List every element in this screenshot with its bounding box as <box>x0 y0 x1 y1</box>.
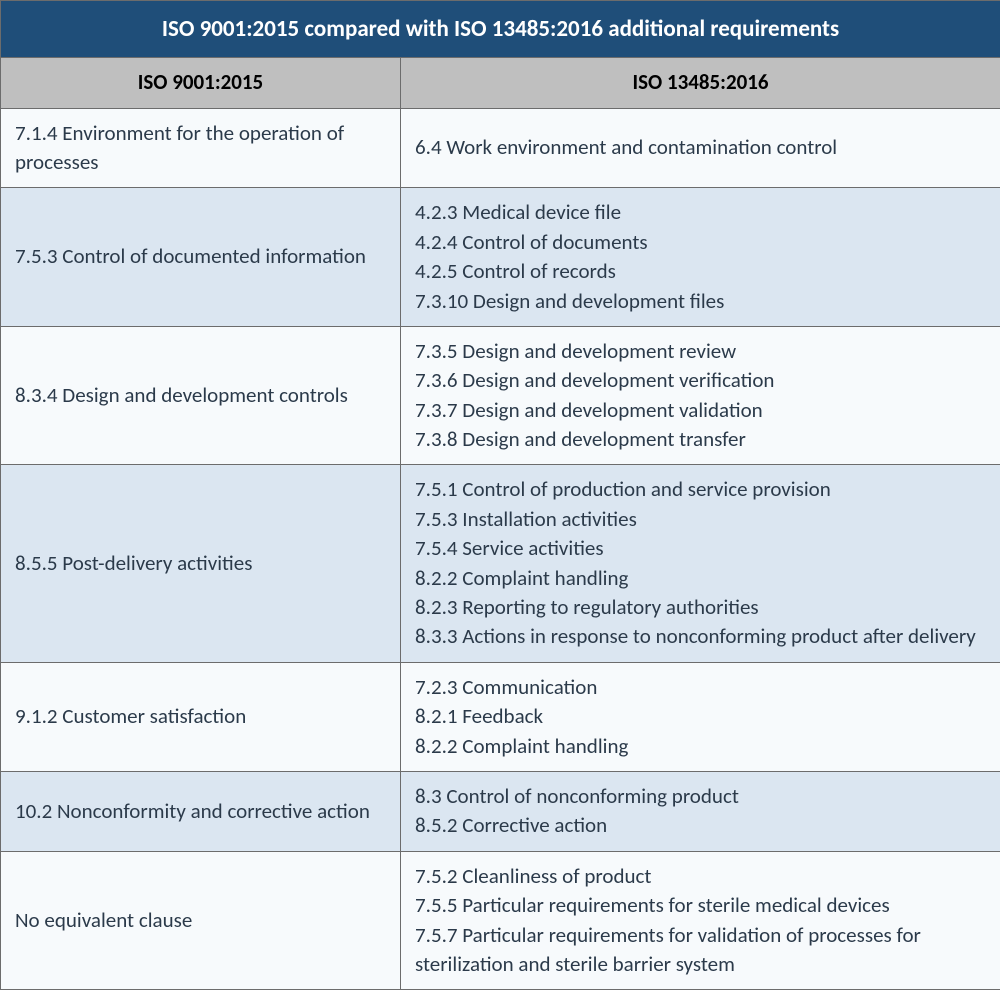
table-row: 10.2 Nonconformity and corrective action… <box>1 772 1000 852</box>
requirement-line: 7.3.5 Design and development review <box>415 337 986 366</box>
requirement-line: 4.2.5 Control of records <box>415 257 986 286</box>
requirement-line: 7.5.1 Control of production and service … <box>415 475 986 504</box>
cell-iso9001: 8.5.5 Post-delivery activities <box>1 465 401 662</box>
cell-iso13485: 4.2.3 Medical device file4.2.4 Control o… <box>401 188 1000 327</box>
cell-iso9001: 8.3.4 Design and development controls <box>1 326 401 465</box>
table-title-row: ISO 9001:2015 compared with ISO 13485:20… <box>1 1 1000 58</box>
cell-iso13485: 7.3.5 Design and development review7.3.6… <box>401 326 1000 465</box>
requirement-line: 8.5.2 Corrective action <box>415 811 986 840</box>
requirement-line: 7.5.3 Installation activities <box>415 505 986 534</box>
table-title: ISO 9001:2015 compared with ISO 13485:20… <box>1 1 1000 58</box>
table-row: 8.3.4 Design and development controls7.3… <box>1 326 1000 465</box>
requirement-line: 7.5.7 Particular requirements for valida… <box>415 921 986 980</box>
requirement-line: 7.5.5 Particular requirements for steril… <box>415 891 986 920</box>
requirement-line: 8.2.2 Complaint handling <box>415 564 986 593</box>
requirement-line: 8.3 Control of nonconforming product <box>415 782 986 811</box>
cell-iso13485: 7.5.2 Cleanliness of product7.5.5 Partic… <box>401 851 1000 990</box>
requirement-line: 4.2.3 Medical device file <box>415 198 986 227</box>
cell-iso9001: No equivalent clause <box>1 851 401 990</box>
table-row: 8.5.5 Post-delivery activities 7.5.1 Cont… <box>1 465 1000 662</box>
table-body: 7.1.4 Environment for the operation of p… <box>1 108 1000 990</box>
cell-iso9001: 7.1.4 Environment for the operation of p… <box>1 108 401 188</box>
table-row: No equivalent clause7.5.2 Cleanliness of… <box>1 851 1000 990</box>
cell-iso13485: 7.5.1 Control of production and service … <box>401 465 1000 662</box>
requirement-line: 8.3.3 Actions in response to nonconformi… <box>415 622 986 651</box>
cell-iso13485: 7.2.3 Communication8.2.1 Feedback8.2.2 C… <box>401 662 1000 771</box>
requirement-line: 7.5.4 Service activities <box>415 534 986 563</box>
cell-iso13485: 8.3 Control of nonconforming product8.5.… <box>401 772 1000 852</box>
requirement-line: 6.4 Work environment and contamination c… <box>415 133 986 162</box>
requirement-line: 7.3.8 Design and development transfer <box>415 425 986 454</box>
cell-iso13485: 6.4 Work environment and contamination c… <box>401 108 1000 188</box>
requirement-line: 7.3.10 Design and development files <box>415 287 986 316</box>
column-header-left: ISO 9001:2015 <box>1 58 401 108</box>
cell-iso9001: 9.1.2 Customer satisfaction <box>1 662 401 771</box>
table-row: 9.1.2 Customer satisfaction7.2.3 Communi… <box>1 662 1000 771</box>
requirement-line: 4.2.4 Control of documents <box>415 228 986 257</box>
cell-iso9001: 7.5.3 Control of documented information <box>1 188 401 327</box>
requirement-line: 8.2.2 Complaint handling <box>415 732 986 761</box>
requirement-line: 8.2.1 Feedback <box>415 702 986 731</box>
cell-iso9001: 10.2 Nonconformity and corrective action <box>1 772 401 852</box>
table-header-row: ISO 9001:2015 ISO 13485:2016 <box>1 58 1000 108</box>
table-row: 7.5.3 Control of documented information4… <box>1 188 1000 327</box>
comparison-table: ISO 9001:2015 compared with ISO 13485:20… <box>0 0 1000 990</box>
requirement-line: 8.2.3 Reporting to regulatory authoritie… <box>415 593 986 622</box>
requirement-line: 7.2.3 Communication <box>415 673 986 702</box>
requirement-line: 7.3.6 Design and development verificatio… <box>415 366 986 395</box>
column-header-right: ISO 13485:2016 <box>401 58 1000 108</box>
requirement-line: 7.3.7 Design and development validation <box>415 396 986 425</box>
requirement-line: 7.5.2 Cleanliness of product <box>415 862 986 891</box>
table-row: 7.1.4 Environment for the operation of p… <box>1 108 1000 188</box>
